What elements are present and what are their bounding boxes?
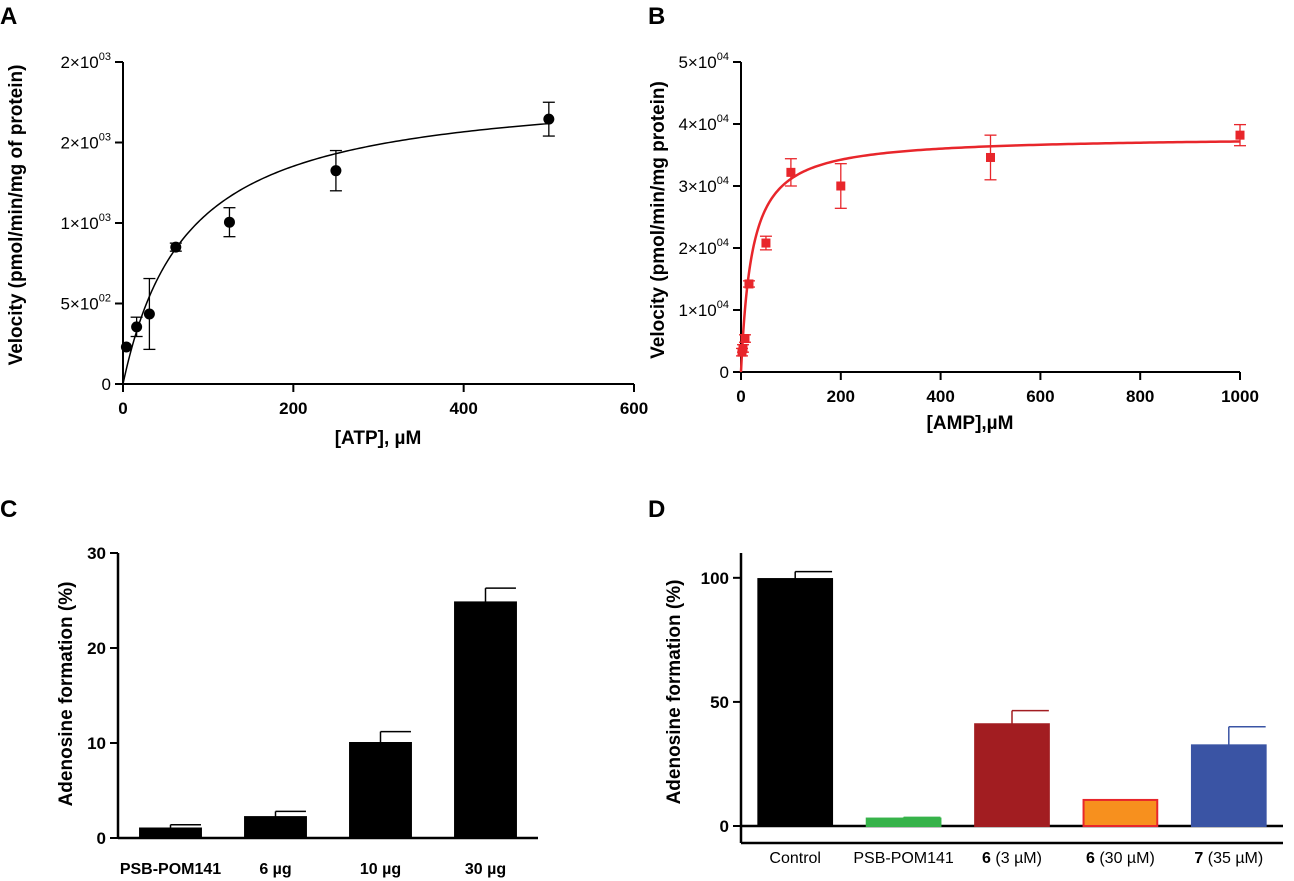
x-tick-label: 600 (1026, 387, 1054, 406)
x-tick-label: 400 (449, 399, 477, 418)
bar (349, 742, 412, 839)
data-point (761, 238, 771, 248)
x-tick-label: 0 (118, 399, 127, 418)
y-axis-title: Velocity (pmol/min/mg of protein) (6, 65, 27, 366)
y-axis-title: Velocity (pmol/min/mg protein) (648, 81, 669, 359)
x-tick-label: 800 (1126, 387, 1154, 406)
y-tick-label: 1×1003 (60, 212, 111, 233)
y-tick-label: 5×1004 (678, 51, 729, 72)
data-point (330, 165, 342, 177)
data-point (120, 341, 132, 353)
y-tick-label: 4×1004 (678, 113, 729, 134)
y-tick-label: 2×1003 (60, 51, 111, 72)
panel-letter: C (0, 496, 17, 523)
bar (244, 816, 307, 839)
y-tick-label: 1×1004 (678, 299, 729, 320)
fit-curve (122, 122, 549, 385)
y-tick-label: 0 (720, 363, 729, 382)
category-label: 10 µg (360, 861, 401, 878)
x-tick-label: 200 (279, 399, 307, 418)
data-point (986, 152, 995, 162)
y-tick-label: 100 (701, 569, 729, 588)
category-label: 7 (35 µM) (1194, 850, 1263, 867)
fit-curve (739, 140, 1241, 373)
y-axis-title: Adenosine formation (%) (664, 580, 685, 805)
x-tick-label: 1000 (1221, 387, 1259, 406)
x-tick-label: 200 (827, 387, 855, 406)
data-point (738, 343, 748, 353)
panel-b: B 0 200 400 600 800 1000 0 1×1004 2×1004 3×1004 4×1… (648, 3, 1259, 434)
bar (1190, 744, 1267, 827)
data-point (170, 241, 182, 253)
data-point (131, 321, 143, 333)
y-tick-label: 2×1004 (678, 237, 729, 258)
bar (757, 578, 834, 827)
y-tick-label: 3×1004 (678, 175, 729, 196)
category-label: 30 µg (465, 861, 506, 878)
category-label: PSB-POM141 (853, 850, 954, 867)
y-tick-label: 5×1002 (60, 293, 111, 314)
x-tick-label: 400 (926, 387, 954, 406)
panel-letter: A (0, 3, 17, 30)
data-point (543, 113, 555, 125)
data-point (744, 279, 754, 289)
data-point (1235, 130, 1245, 140)
bar (139, 827, 202, 839)
data-point (740, 334, 750, 344)
category-label: 6 µg (259, 861, 291, 878)
category-label: 6 (30 µM) (1086, 850, 1155, 867)
y-tick-label: 0 (102, 375, 111, 394)
panel-letter: D (648, 496, 665, 523)
category-label: PSB-POM141 (120, 861, 221, 878)
bar (1082, 798, 1159, 828)
panel-letter: B (648, 3, 665, 30)
category-label: 6 (3 µM) (982, 850, 1042, 867)
y-tick-label: 30 (87, 544, 106, 563)
x-axis-title: [AMP],µM (927, 413, 1014, 434)
panel-a: A 0 200 400 600 0 5×1002 1×1003 2×1003 2×1003 [ATP… (0, 3, 648, 449)
y-tick-label: 2×1003 (60, 132, 111, 153)
y-axis-title: Adenosine formation (%) (56, 582, 77, 807)
panel-c: C 0 10 20 30 Adenosine formation (%) PSB-POM14… (0, 496, 538, 878)
bar (865, 817, 942, 828)
data-point (143, 308, 155, 320)
panel-d: D 0 50 100 Adenosine formation (%) Control PSB… (648, 496, 1283, 867)
x-tick-label: 0 (736, 387, 745, 406)
data-point (836, 181, 846, 191)
data-point (223, 216, 235, 228)
y-tick-label: 50 (710, 693, 729, 712)
y-tick-label: 20 (87, 639, 106, 658)
x-tick-label: 600 (620, 399, 648, 418)
bar (974, 723, 1050, 828)
data-point (786, 167, 796, 177)
y-tick-label: 0 (720, 817, 729, 836)
category-label: Control (769, 850, 821, 867)
x-axis-title: [ATP], µM (335, 428, 422, 449)
bar (454, 601, 517, 840)
y-tick-label: 10 (87, 734, 106, 753)
y-tick-label: 0 (97, 829, 106, 848)
